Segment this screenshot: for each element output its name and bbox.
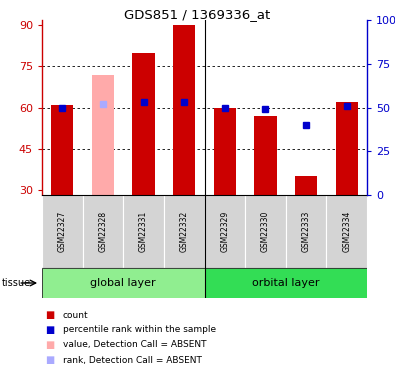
Bar [245, 195, 286, 268]
Bar [286, 195, 326, 268]
Text: rank, Detection Call = ABSENT: rank, Detection Call = ABSENT [63, 356, 202, 364]
Bar [214, 108, 236, 195]
Text: global layer: global layer [90, 278, 156, 288]
Bar [164, 195, 205, 268]
Text: value, Detection Call = ABSENT: value, Detection Call = ABSENT [63, 340, 206, 350]
Text: percentile rank within the sample: percentile rank within the sample [63, 326, 216, 334]
Text: GSM22333: GSM22333 [301, 211, 310, 252]
Text: orbital layer: orbital layer [252, 278, 320, 288]
Bar [51, 105, 73, 195]
Bar [295, 176, 317, 195]
Bar [326, 195, 367, 268]
Text: ■: ■ [45, 355, 54, 365]
Text: GSM22328: GSM22328 [98, 211, 107, 252]
Text: GSM22327: GSM22327 [58, 211, 67, 252]
Text: GSM22334: GSM22334 [342, 211, 351, 252]
Bar [132, 53, 155, 195]
Text: tissue: tissue [2, 278, 31, 288]
Text: count: count [63, 310, 88, 320]
Text: ■: ■ [45, 310, 54, 320]
Text: GSM22332: GSM22332 [180, 211, 189, 252]
Bar [205, 268, 367, 298]
Bar [205, 195, 245, 268]
Bar [83, 195, 123, 268]
Text: ■: ■ [45, 340, 54, 350]
Bar [123, 195, 164, 268]
Text: GSM22330: GSM22330 [261, 211, 270, 252]
Bar [335, 102, 358, 195]
Text: GDS851 / 1369336_at: GDS851 / 1369336_at [124, 8, 271, 21]
Bar [42, 268, 205, 298]
Bar [254, 116, 276, 195]
Text: ■: ■ [45, 325, 54, 335]
Text: GSM22331: GSM22331 [139, 211, 148, 252]
Bar [173, 26, 196, 195]
Text: GSM22329: GSM22329 [220, 211, 229, 252]
Bar [42, 195, 83, 268]
Bar [92, 75, 114, 195]
